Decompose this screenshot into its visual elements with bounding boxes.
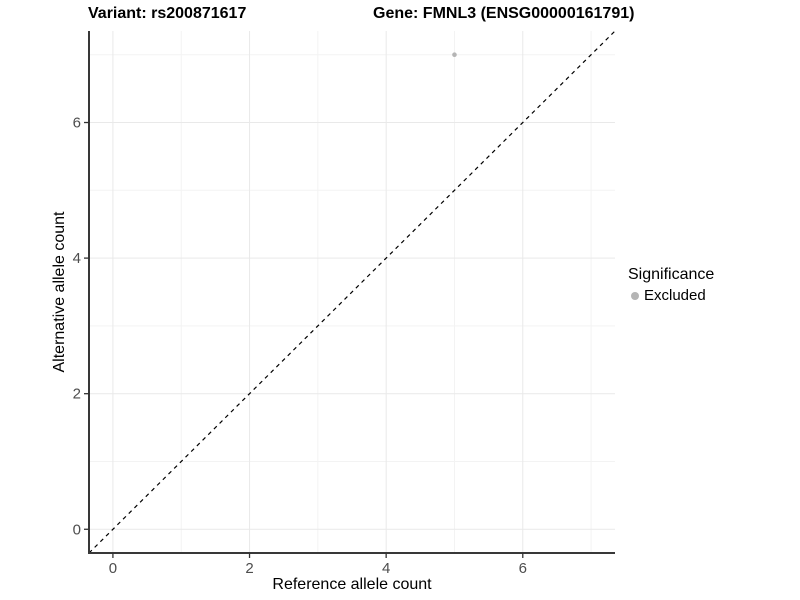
legend: Significance Excluded [628, 266, 714, 304]
legend-item-excluded: Excluded [628, 287, 714, 304]
legend-item-label: Excluded [644, 287, 706, 304]
x-tick-label: 6 [519, 560, 527, 577]
x-tick-label: 2 [245, 560, 253, 577]
x-axis-title: Reference allele count [272, 576, 432, 593]
axis-lines [88, 31, 615, 554]
legend-point-icon [631, 291, 639, 300]
data-point [452, 52, 457, 58]
y-tick-label: 4 [73, 250, 81, 267]
plot-title-gene: Gene: FMNL3 (ENSG00000161791) [373, 5, 635, 22]
identity-dashed-line [88, 30, 616, 554]
y-tick-label: 6 [73, 115, 81, 132]
legend-title: Significance [628, 266, 715, 283]
plot-title-variant: Variant: rs200871617 [88, 5, 247, 22]
y-axis-title: Alternative allele count [51, 211, 68, 373]
y-tick-label: 0 [73, 521, 81, 538]
x-tick-label: 4 [382, 560, 390, 577]
x-tick-label: 0 [109, 560, 117, 577]
y-tick-label: 2 [73, 386, 81, 403]
